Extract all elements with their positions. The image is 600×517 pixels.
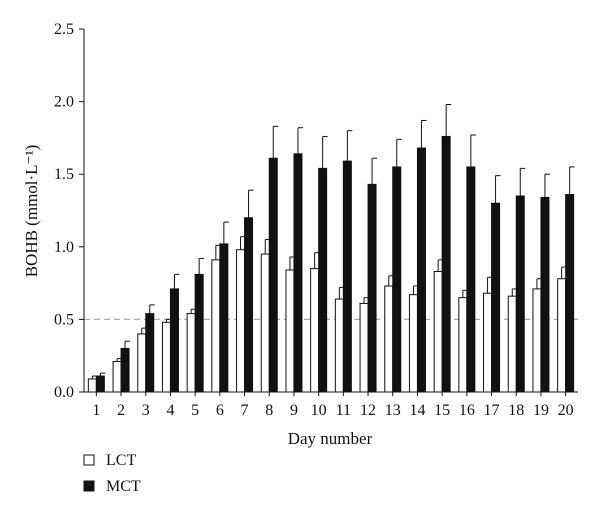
bar-lct-day-10 (310, 268, 320, 393)
x-tick-label: 11 (336, 402, 351, 419)
x-tick-label: 13 (385, 402, 401, 419)
legend-swatch-mct (83, 480, 95, 492)
bar-lct-day-2 (112, 361, 122, 393)
y-tick-label: 1.5 (54, 166, 74, 183)
y-tick-label: 0.0 (54, 384, 74, 401)
y-tick-label: 0.5 (54, 311, 74, 328)
bar-mct-day-13 (392, 166, 402, 393)
x-tick-label: 17 (484, 402, 500, 419)
bar-lct-day-11 (334, 298, 344, 393)
bar-mct-day-3 (145, 313, 155, 393)
bar-mct-day-12 (367, 183, 377, 393)
bar-mct-day-6 (219, 243, 229, 393)
bar-lct-day-14 (408, 294, 418, 393)
legend-label-lct: LCT (106, 452, 136, 469)
y-tick-label: 1.0 (54, 239, 74, 256)
x-tick-label: 8 (265, 402, 273, 419)
bar-lct-day-13 (384, 285, 394, 393)
bar-lct-day-15 (433, 270, 443, 393)
bar-lct-day-16 (458, 297, 468, 393)
x-tick-label: 9 (290, 402, 298, 419)
x-tick-label: 14 (409, 402, 425, 419)
bar-mct-day-16 (466, 166, 476, 393)
bar-mct-day-20 (565, 194, 575, 393)
x-axis-title: Day number (288, 429, 373, 448)
bar-lct-day-8 (260, 253, 270, 393)
bar-lct-day-6 (211, 259, 221, 393)
bar-mct-day-15 (441, 135, 451, 393)
bar-mct-day-10 (318, 167, 328, 393)
x-tick-label: 1 (92, 402, 100, 419)
x-tick-label: 12 (360, 402, 376, 419)
x-tick-label: 3 (142, 402, 150, 419)
x-tick-label: 5 (191, 402, 199, 419)
legend: LCT MCT (83, 452, 141, 495)
bar-mct-day-19 (540, 196, 550, 393)
bar-mct-day-1 (95, 375, 105, 393)
bar-mct-day-8 (268, 157, 278, 393)
x-tick-label: 2 (117, 402, 125, 419)
bar-mct-day-2 (120, 347, 130, 393)
bar-lct-day-20 (557, 278, 567, 393)
y-axis-title: BOHB (mmol·L⁻¹) (22, 145, 41, 278)
bar-lct-day-1 (87, 378, 97, 393)
bar-lct-day-7 (236, 249, 246, 393)
x-tick-label: 16 (459, 402, 475, 419)
x-tick-label: 7 (241, 402, 249, 419)
bar-lct-day-18 (507, 295, 517, 393)
bar-lct-day-9 (285, 269, 295, 393)
x-tick-label: 10 (311, 402, 327, 419)
y-tick-label: 2.5 (54, 21, 74, 38)
bar-mct-day-11 (342, 160, 352, 393)
bar-mct-day-17 (491, 202, 501, 393)
legend-label-mct: MCT (106, 478, 141, 495)
bar-mct-day-14 (416, 147, 426, 393)
bar-lct-day-5 (186, 313, 196, 393)
bar-lct-day-19 (532, 288, 542, 393)
bar-lct-day-17 (483, 292, 493, 393)
x-tick-label: 19 (533, 402, 549, 419)
bar-lct-day-3 (137, 333, 147, 393)
x-tick-label: 20 (558, 402, 574, 419)
x-tick-label: 6 (216, 402, 224, 419)
bar-mct-day-5 (194, 273, 204, 393)
x-tick-label: 18 (508, 402, 524, 419)
legend-swatch-lct (83, 454, 95, 466)
bar-mct-day-18 (515, 195, 525, 393)
x-tick-label: 15 (434, 402, 450, 419)
y-tick-label: 2.0 (54, 94, 74, 111)
bar-mct-day-4 (169, 288, 179, 393)
x-tick-label: 4 (166, 402, 174, 419)
bar-mct-day-9 (293, 153, 303, 393)
bar-mct-day-7 (244, 217, 254, 393)
bar-lct-day-12 (359, 302, 369, 393)
bar-lct-day-4 (161, 321, 171, 393)
